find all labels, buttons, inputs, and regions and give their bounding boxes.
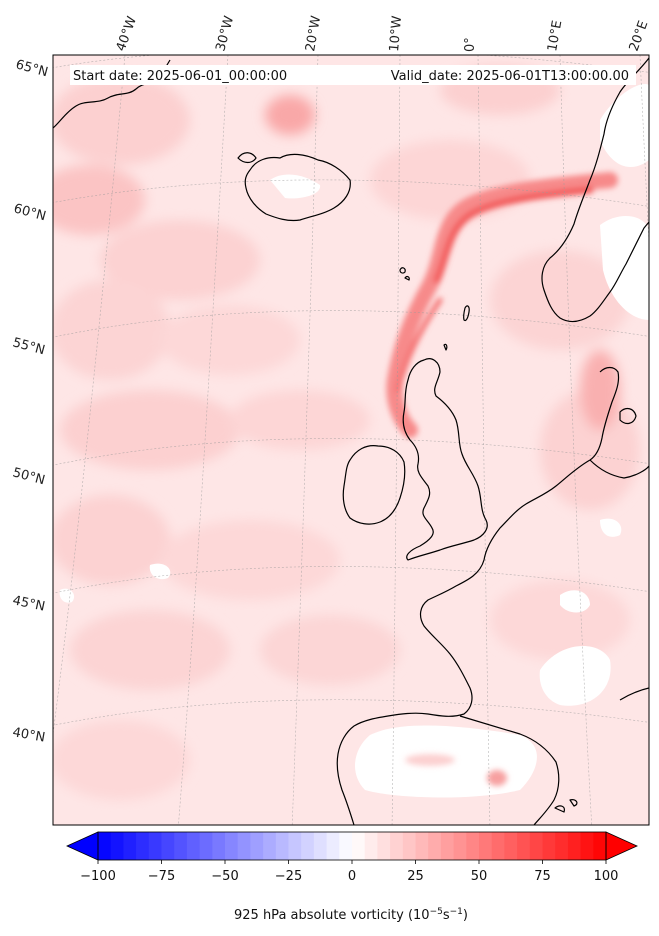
colorbar-segment <box>466 832 480 860</box>
lat-label-55n: 55°N <box>11 335 47 358</box>
colorbar-segment <box>212 832 226 860</box>
lon-label-40w: 40°W <box>114 14 140 53</box>
lon-label-10w: 10°W <box>387 15 405 52</box>
colorbar-segment <box>161 832 175 860</box>
coastlines <box>53 57 649 825</box>
gridline <box>53 438 649 466</box>
lat-label-40n: 40°N <box>11 725 46 745</box>
gridline <box>391 55 401 825</box>
colorbar-title: 925 hPa absolute vorticity (10−5s−1) <box>234 907 468 923</box>
colorbar-segment <box>339 832 353 860</box>
colorbar-tick-label: 100 <box>594 869 619 884</box>
colorbar-tick-label: 50 <box>471 869 488 884</box>
coast-denmark <box>589 366 620 461</box>
colorbar-segment <box>479 832 493 860</box>
map-panel <box>53 55 649 825</box>
colorbar-segment <box>390 832 404 860</box>
lon-label-20e: 20°E <box>627 19 652 54</box>
longitude-labels: 40°W 30°W 20°W 10°W 0° 10°E 20°E <box>114 14 652 53</box>
gridline <box>178 55 229 825</box>
lat-label-50n: 50°N <box>11 465 47 488</box>
colorbar-segment <box>352 832 366 860</box>
gridline <box>53 566 649 594</box>
colorbar-tick-label: 25 <box>407 869 424 884</box>
colorbar-segment <box>250 832 264 860</box>
colorbar-extend-low <box>66 831 99 861</box>
gridline <box>53 310 649 338</box>
colorbar-segment <box>199 832 213 860</box>
colorbar-tick-label: −100 <box>80 869 116 884</box>
colorbar-segment <box>402 832 416 860</box>
colorbar-segment <box>377 832 391 860</box>
coast-great-britain <box>402 358 488 561</box>
colorbar-segment <box>555 832 569 860</box>
lat-label-45n: 45°N <box>11 593 46 614</box>
iberia-hotspots <box>405 754 507 786</box>
colorbar-segment <box>542 832 556 860</box>
gridline <box>53 55 126 737</box>
colorbar-segment <box>504 832 518 860</box>
valid-date-label: Valid_date: 2025-06-01T13:00:00.00 <box>391 69 629 84</box>
latitude-labels: 65°N 60°N 55°N 50°N 45°N 40°N <box>11 57 50 745</box>
colorbar-segments <box>98 832 607 860</box>
colorbar-segment <box>263 832 277 860</box>
header-background <box>70 65 636 85</box>
colorbar-segment <box>491 832 505 860</box>
colorbar-segment <box>225 832 239 860</box>
lat-label-60n: 60°N <box>12 201 48 224</box>
colorbar-segment <box>440 832 455 860</box>
colorbar-segment <box>428 832 442 860</box>
coast-scandinavia <box>541 57 649 323</box>
colorbar: −100 −75 −50 −25 0 25 50 75 100 925 hPa absolute… <box>66 831 638 923</box>
vorticity-band <box>386 172 618 438</box>
coast-iceland <box>244 153 351 222</box>
colorbar-segment <box>580 832 594 860</box>
colorbar-segment <box>326 832 340 860</box>
colorbar-segment <box>567 832 582 860</box>
colorbar-tick-label: −25 <box>275 869 302 884</box>
colorbar-extend-high <box>605 831 638 861</box>
map-gridlines <box>53 55 649 825</box>
colorbar-segment <box>98 832 112 860</box>
start-date-label: Start date: 2025-06-01_00:00:00 <box>73 69 287 84</box>
colorbar-segment <box>186 832 201 860</box>
coast-ireland <box>342 445 406 525</box>
colorbar-segment <box>453 832 467 860</box>
lat-label-65n: 65°N <box>14 57 50 80</box>
colorbar-tick-label: 0 <box>348 869 356 884</box>
lon-label-0: 0° <box>463 37 478 52</box>
colorbar-segment <box>301 832 315 860</box>
gridline <box>53 699 649 726</box>
colorbar-segment <box>415 832 429 860</box>
gridline <box>53 179 649 207</box>
colorbar-segment <box>288 832 302 860</box>
gridline <box>291 55 319 825</box>
gridline <box>477 55 491 825</box>
colorbar-segment <box>593 832 607 860</box>
colorbar-ticks: −100 −75 −50 −25 0 25 50 75 100 <box>80 860 618 884</box>
gridline <box>559 55 593 825</box>
colorbar-segment <box>275 832 289 860</box>
colorbar-segment <box>110 832 124 860</box>
colorbar-segment <box>136 832 150 860</box>
colorbar-segment <box>237 832 251 860</box>
coast-mediterranean <box>459 715 560 825</box>
colorbar-segment <box>517 832 531 860</box>
lon-label-10e: 10°E <box>545 19 565 52</box>
colorbar-segment <box>529 832 543 860</box>
colorbar-segment <box>313 832 328 860</box>
lon-label-20w: 20°W <box>303 15 324 53</box>
map-frame <box>52 54 650 826</box>
colorbar-segment <box>123 832 137 860</box>
colorbar-tick-label: −50 <box>211 869 238 884</box>
colorbar-tick-label: 75 <box>534 869 551 884</box>
coast-continent <box>336 459 591 825</box>
colorbar-segment <box>174 832 188 860</box>
colorbar-segment <box>148 832 162 860</box>
lon-label-30w: 30°W <box>213 14 237 53</box>
colorbar-segment <box>364 832 378 860</box>
colorbar-tick-label: −75 <box>148 869 175 884</box>
